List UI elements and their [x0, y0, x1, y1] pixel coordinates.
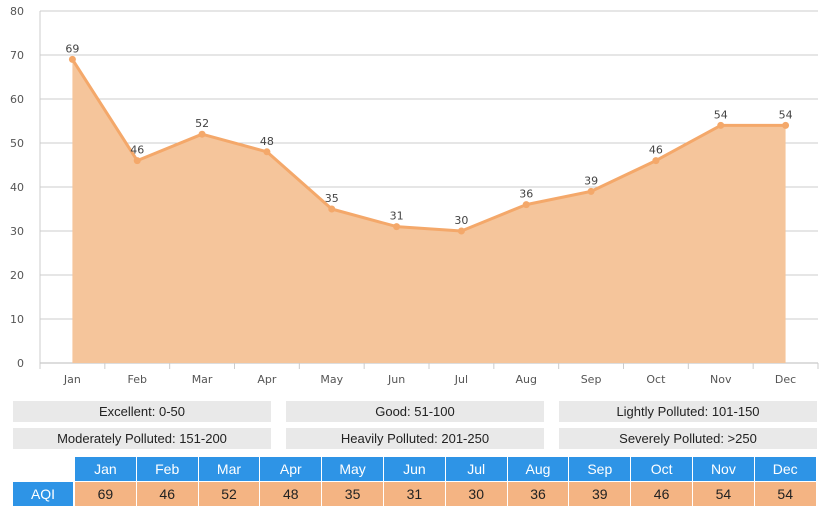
table-value-cell: 69: [75, 482, 136, 506]
data-point: [393, 223, 401, 231]
legend-moderately-polluted: Moderately Polluted: 151-200: [13, 428, 271, 449]
table-header-month: Dec: [754, 457, 816, 481]
data-point: [263, 148, 271, 156]
data-point: [68, 55, 76, 63]
data-point: [328, 205, 336, 213]
x-tick-label: Aug: [516, 373, 537, 386]
legend-heavily-polluted: Heavily Polluted: 201-250: [286, 428, 544, 449]
data-point: [457, 227, 465, 235]
data-label: 31: [390, 210, 404, 223]
table-value-cell: 35: [322, 482, 383, 506]
table-value-cell: 36: [507, 482, 569, 506]
table-header-month: Apr: [260, 457, 322, 481]
legend-good: Good: 51-100: [286, 401, 544, 422]
table-header-month: Mar: [198, 457, 260, 481]
y-tick-label: 80: [10, 5, 24, 18]
series-area-fill: [72, 59, 786, 364]
data-point: [652, 157, 660, 165]
data-label: 46: [649, 144, 663, 157]
data-point: [198, 130, 206, 138]
y-tick-label: 40: [10, 181, 24, 194]
table-value-cell: 48: [260, 482, 322, 506]
y-tick-label: 70: [10, 49, 24, 62]
y-tick-label: 50: [10, 137, 24, 150]
x-tick-label: Jan: [63, 373, 81, 386]
series-line: [71, 58, 786, 233]
x-tick-label: Dec: [775, 373, 796, 386]
table-value-cell: 46: [136, 482, 198, 506]
data-label: 54: [779, 108, 793, 121]
y-tick-label: 0: [17, 357, 24, 370]
table-header-month: Aug: [507, 457, 569, 481]
data-label: 69: [65, 42, 79, 55]
data-label: 39: [584, 174, 598, 187]
legend-severely-polluted: Severely Polluted: >250: [559, 428, 817, 449]
data-point: [782, 121, 790, 129]
y-tick-label: 30: [10, 225, 24, 238]
table-value-cell: 31: [384, 482, 445, 506]
data-label: 36: [519, 188, 533, 201]
table-header-month: Nov: [693, 457, 754, 481]
table-header-month: May: [322, 457, 383, 481]
data-point: [522, 201, 530, 209]
x-tick-label: Feb: [128, 373, 147, 386]
data-label: 35: [325, 192, 339, 205]
x-tick-label: Jun: [387, 373, 405, 386]
data-label: 30: [454, 214, 468, 227]
x-tick-label: May: [320, 373, 343, 386]
legend-excellent: Excellent: 0-50: [13, 401, 271, 422]
table-header-month: Oct: [631, 457, 692, 481]
table-header-month: Jun: [384, 457, 445, 481]
x-tick-label: Apr: [257, 373, 277, 386]
data-label: 52: [195, 117, 209, 130]
table-header-month: Sep: [569, 457, 631, 481]
data-point: [587, 187, 595, 195]
data-label: 54: [714, 108, 728, 121]
x-tick-label: Sep: [581, 373, 602, 386]
data-label: 48: [260, 135, 274, 148]
table-value-cell: 54: [693, 482, 754, 506]
y-tick-label: 60: [10, 93, 24, 106]
table-value-cell: 46: [631, 482, 692, 506]
table-value-cell: 30: [445, 482, 507, 506]
y-tick-label: 10: [10, 313, 24, 326]
table-header-month: Jul: [445, 457, 507, 481]
aqi-area-chart: 0 10 20 30 40 50 60 70 80 69 Jan 46 Feb 52 Mar 48 Apr 35 M…: [10, 5, 819, 386]
table-row-label: AQI: [13, 482, 73, 506]
legend-lightly-polluted: Lightly Polluted: 101-150: [559, 401, 817, 422]
data-label: 46: [130, 144, 144, 157]
x-tick-label: Nov: [710, 373, 732, 386]
table-value-cell: 54: [754, 482, 816, 506]
table-header-month: Jan: [75, 457, 136, 481]
table-value-cell: 52: [198, 482, 260, 506]
x-tick-label: Jul: [454, 373, 468, 386]
table-header-month: Feb: [136, 457, 198, 481]
x-tick-label: Oct: [646, 373, 666, 386]
y-tick-label: 20: [10, 269, 24, 282]
x-tick-label: Mar: [192, 373, 213, 386]
data-point: [717, 121, 725, 129]
table-value-cell: 39: [569, 482, 631, 506]
data-point: [133, 157, 141, 165]
